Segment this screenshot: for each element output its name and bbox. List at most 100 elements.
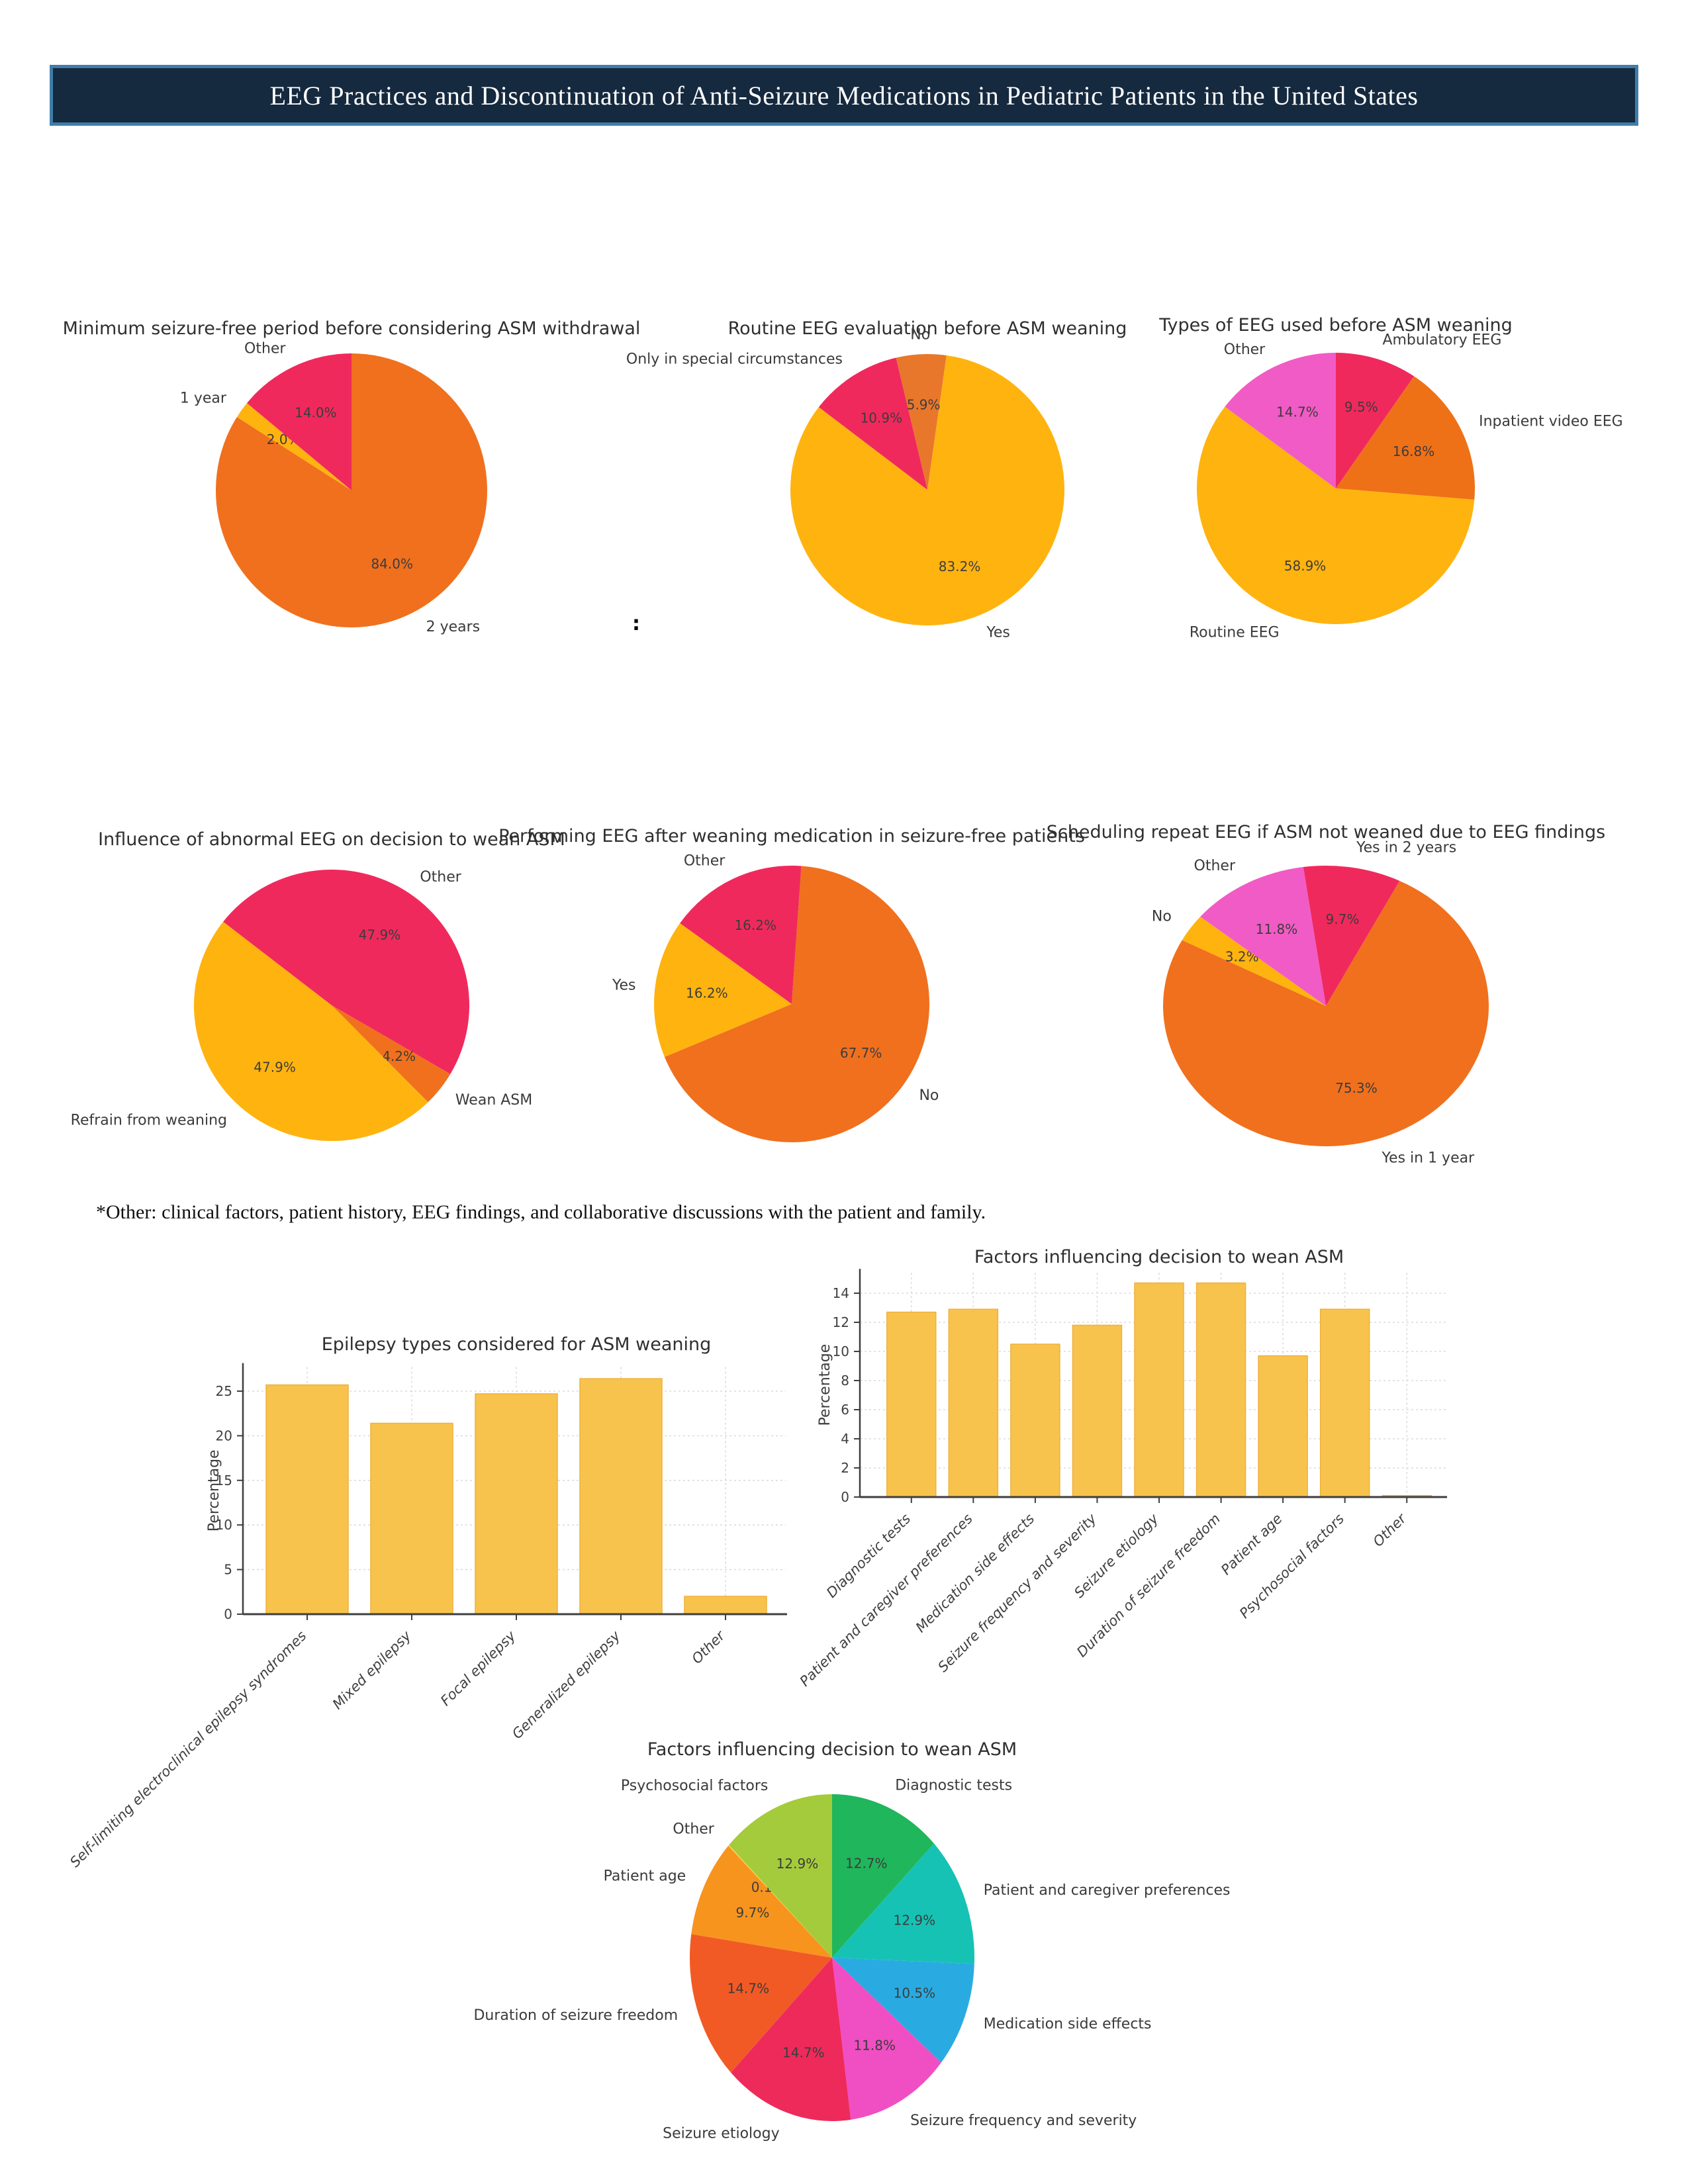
pie-factors-wean: Factors influencing decision to wean ASM… — [473, 1739, 1230, 2142]
pie-slice-medication-side-effects — [832, 1958, 974, 2063]
pie-slice-no — [664, 866, 930, 1143]
bar-focal-epilepsy — [475, 1393, 558, 1615]
x-tick-label: Other — [1370, 1510, 1410, 1550]
y-tick-label: 10 — [216, 1517, 232, 1533]
pie-slice-name: Ambulatory EEG — [1382, 332, 1501, 349]
pie-slice-other — [1200, 867, 1326, 1006]
pie-slice-other — [223, 869, 470, 1074]
y-tick-label: 2 — [841, 1460, 849, 1476]
pie-slice-diagnostic-tests — [832, 1794, 934, 1958]
pie-slice-name: Medication side effects — [984, 2016, 1152, 2032]
pie-pct-label: 84.0% — [371, 556, 413, 572]
pie-slice-patient-age — [691, 1845, 832, 1958]
x-tick-label: Mixed epilepsy — [330, 1627, 414, 1712]
x-tick-label: Generalized epilepsy — [509, 1627, 624, 1742]
pie-slice-2-years — [215, 353, 487, 627]
pie-slice-patient-and-caregiver-preferences — [832, 1843, 975, 1964]
pie-pct-label: 11.8% — [1256, 921, 1298, 937]
bar-seizure-etiology — [1134, 1282, 1184, 1498]
bar-duration-of-seizure-freedom — [1196, 1282, 1246, 1498]
chart-title: Performing EEG after weaning medication … — [498, 826, 1085, 846]
pie-slice-name: Only in special circumstances — [626, 351, 843, 368]
pie-slice-name: Yes in 2 years — [1356, 840, 1456, 856]
y-tick-label: 14 — [833, 1285, 849, 1301]
pie-slice-name: Other — [673, 1821, 714, 1838]
title-bar: EEG Practices and Discontinuation of Ant… — [50, 65, 1638, 126]
pie-pct-label: 10.9% — [861, 410, 903, 426]
pie-slice-name: Refrain from weaning — [71, 1112, 227, 1128]
bar-factors-wean: Factors influencing decision to wean ASM… — [797, 1247, 1447, 1690]
page-title: EEG Practices and Discontinuation of Ant… — [269, 80, 1419, 111]
pie-slice-name: Psychosocial factors — [621, 1778, 769, 1794]
x-tick-label: Psychosocial factors — [1237, 1511, 1347, 1621]
pie-pct-label: 14.7% — [782, 2044, 825, 2060]
pie-pct-label: 10.5% — [894, 1985, 936, 2001]
bar-medication-side-effects — [1010, 1343, 1060, 1498]
bar-self-limiting-electroclinical-epilepsy-syndromes — [265, 1384, 349, 1615]
pie-pct-label: 75.3% — [1335, 1080, 1378, 1096]
pie-pct-label: 47.9% — [254, 1059, 296, 1075]
pie-slice-yes-in-2-years — [1303, 865, 1400, 1006]
pie-slice-wean-asm — [332, 1005, 451, 1103]
y-tick-label: 12 — [833, 1314, 849, 1330]
pie-pct-label: 14.0% — [295, 404, 337, 420]
pie-slice-name: Other — [1224, 341, 1266, 358]
pie-influence-abnormal-eeg: Influence of abnormal EEG on decision to… — [71, 829, 565, 1142]
pie-pct-label: 16.2% — [734, 917, 776, 933]
pie-pct-label: 12.9% — [894, 1912, 936, 1928]
pie-slice-name: No — [910, 327, 930, 343]
x-tick-label: Other — [688, 1627, 728, 1667]
pie-slice-name: Yes — [612, 978, 636, 994]
pie-slice-other — [1225, 353, 1336, 488]
pie-pct-label: 12.9% — [776, 1856, 819, 1872]
pie-slice-name: Inpatient video EEG — [1479, 413, 1623, 430]
pie-slice-seizure-etiology — [731, 1958, 851, 2121]
y-tick-label: 4 — [841, 1431, 849, 1447]
pie-slice-1-year — [236, 403, 352, 490]
pie-pct-label: 16.8% — [1393, 443, 1435, 459]
y-tick-label: 8 — [841, 1373, 849, 1388]
y-axis-label: Percentage — [206, 1449, 222, 1531]
pie-slice-name: Patient age — [604, 1868, 686, 1885]
y-tick-label: 25 — [216, 1383, 232, 1399]
chart-title: Minimum seizure-free period before consi… — [63, 318, 641, 339]
bar-diagnostic-tests — [886, 1311, 937, 1498]
pie-pct-label: 9.5% — [1344, 399, 1378, 415]
pie-pct-label: 14.7% — [1276, 404, 1319, 420]
pie-pct-label: 67.7% — [840, 1045, 882, 1061]
chart-title: Types of EEG used before ASM weaning — [1158, 315, 1512, 336]
chart-title: Scheduling repeat EEG if ASM not weaned … — [1047, 822, 1605, 842]
pie-pct-label: 9.7% — [736, 1905, 770, 1921]
pie-slice-yes — [654, 923, 792, 1058]
pie-slice-name: Other — [420, 869, 461, 886]
pie-pct-label: 12.7% — [845, 1855, 888, 1871]
pie-slice-name: Yes — [986, 624, 1010, 641]
bar-mixed-epilepsy — [370, 1422, 453, 1615]
pie-slice-ambulatory-eeg — [1336, 353, 1415, 488]
separator-colon: : — [632, 612, 640, 635]
pie-pct-label: 16.2% — [686, 985, 728, 1001]
pie-slice-yes — [790, 355, 1064, 626]
pie-slice-name: Other — [244, 340, 286, 357]
pie-slice-other — [680, 866, 802, 1004]
y-tick-label: 15 — [216, 1473, 232, 1488]
pie-pct-label: 4.2% — [382, 1048, 416, 1064]
y-tick-label: 6 — [841, 1402, 849, 1418]
pie-routine-eeg-evaluation: Routine EEG evaluation before ASM weanin… — [626, 318, 1127, 641]
pie-pct-label: 5.9% — [907, 397, 941, 413]
pie-pct-label: 14.7% — [727, 1980, 770, 1996]
y-tick-label: 20 — [216, 1428, 232, 1443]
bar-seizure-frequency-and-severity — [1072, 1324, 1123, 1498]
pie-slice-name: Patient and caregiver preferences — [984, 1882, 1231, 1899]
pie-slice-yes-in-1-year — [1162, 880, 1489, 1146]
pie-slice-name: Seizure frequency and severity — [910, 2113, 1137, 2129]
bar-psychosocial-factors — [1319, 1308, 1370, 1498]
pie-slice-name: Diagnostic tests — [895, 1778, 1012, 1794]
pie-slice-other — [728, 1844, 832, 1958]
pie-pct-label: 11.8% — [853, 2038, 896, 2054]
pie-eeg-after-weaning: Performing EEG after weaning medication … — [498, 826, 1085, 1143]
chart-title: Epilepsy types considered for ASM weanin… — [322, 1334, 711, 1355]
x-tick-label: Focal epilepsy — [438, 1627, 519, 1709]
